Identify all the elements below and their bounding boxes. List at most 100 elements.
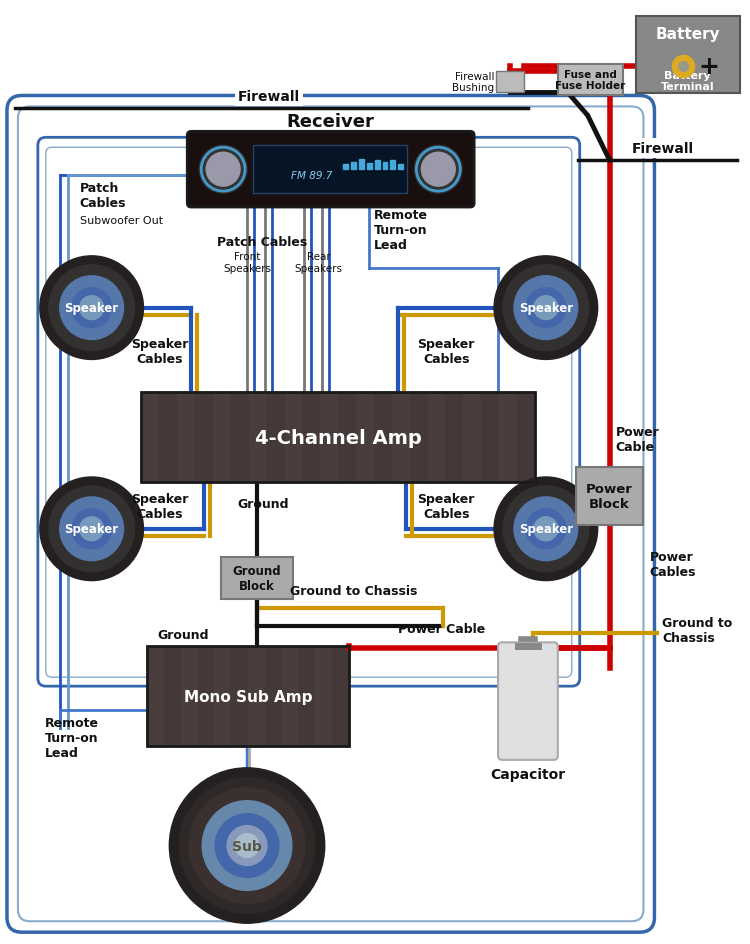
Circle shape <box>40 478 143 581</box>
Circle shape <box>179 778 315 913</box>
Circle shape <box>415 146 462 194</box>
Bar <box>302 393 320 482</box>
Text: Remote
Turn-on
Lead: Remote Turn-on Lead <box>45 716 99 760</box>
Bar <box>320 393 338 482</box>
Text: Speaker
Cables: Speaker Cables <box>418 493 475 520</box>
Bar <box>482 393 499 482</box>
Text: Firewall
Bushing: Firewall Bushing <box>452 72 494 93</box>
Text: Power
Block: Power Block <box>586 482 633 511</box>
Bar <box>410 393 427 482</box>
Text: Rear
Speakers: Rear Speakers <box>295 252 343 274</box>
Circle shape <box>72 510 112 549</box>
Circle shape <box>534 296 558 320</box>
Bar <box>231 647 248 746</box>
Bar <box>374 160 380 170</box>
Circle shape <box>514 277 578 340</box>
Bar <box>398 164 404 170</box>
Circle shape <box>170 768 325 923</box>
Text: Firewall: Firewall <box>632 143 694 156</box>
Bar <box>635 17 740 94</box>
Bar <box>142 393 535 482</box>
Bar <box>315 647 332 746</box>
Circle shape <box>189 788 304 903</box>
Text: Patch Cables: Patch Cables <box>217 236 307 248</box>
Text: Subwoofer Out: Subwoofer Out <box>80 216 163 226</box>
Circle shape <box>80 296 104 320</box>
Circle shape <box>514 497 578 561</box>
Bar <box>382 162 388 170</box>
Bar <box>338 393 356 482</box>
Bar <box>391 161 395 170</box>
Bar <box>298 647 314 746</box>
Bar <box>392 393 410 482</box>
Circle shape <box>503 265 589 351</box>
Bar <box>284 393 302 482</box>
Bar <box>181 647 197 746</box>
Text: +: + <box>699 55 720 78</box>
Bar <box>265 647 281 746</box>
Text: Power Cable: Power Cable <box>398 623 486 635</box>
Circle shape <box>206 153 240 187</box>
Text: Mono Sub Amp: Mono Sub Amp <box>184 689 312 704</box>
Bar <box>351 162 355 170</box>
Bar <box>517 393 535 482</box>
Circle shape <box>40 257 143 360</box>
Circle shape <box>215 814 279 878</box>
Bar <box>253 146 407 194</box>
Bar <box>195 393 212 482</box>
Bar <box>221 557 292 598</box>
Circle shape <box>526 510 566 549</box>
Text: Ground: Ground <box>158 629 209 642</box>
Bar <box>148 647 164 746</box>
Circle shape <box>202 801 292 890</box>
Text: Front
Speakers: Front Speakers <box>223 252 271 274</box>
FancyBboxPatch shape <box>498 643 558 760</box>
Bar <box>356 393 374 482</box>
Circle shape <box>60 277 124 340</box>
Text: FM 89.7: FM 89.7 <box>291 171 332 181</box>
Circle shape <box>534 517 558 541</box>
Bar <box>576 467 644 525</box>
Text: Ground to Chassis: Ground to Chassis <box>290 584 417 597</box>
Circle shape <box>60 497 124 561</box>
Bar <box>148 647 349 746</box>
Bar <box>281 647 298 746</box>
Text: Speaker: Speaker <box>64 302 118 314</box>
Bar <box>267 393 284 482</box>
Text: Remote
Turn-on
Lead: Remote Turn-on Lead <box>374 210 427 252</box>
Circle shape <box>80 517 104 541</box>
Circle shape <box>200 146 247 194</box>
Circle shape <box>49 486 134 572</box>
Bar <box>214 647 231 746</box>
Circle shape <box>235 834 259 857</box>
Text: Capacitor: Capacitor <box>490 767 566 781</box>
Text: Power
Cable: Power Cable <box>616 426 659 454</box>
Bar <box>164 647 181 746</box>
Bar <box>213 393 230 482</box>
FancyBboxPatch shape <box>188 132 474 208</box>
Bar <box>142 393 159 482</box>
Text: Patch
Cables: Patch Cables <box>80 182 126 210</box>
Circle shape <box>494 478 598 581</box>
Text: Ground to
Chassis: Ground to Chassis <box>662 616 733 645</box>
Text: Fuse and
Fuse Holder: Fuse and Fuse Holder <box>555 70 626 92</box>
Text: Speaker: Speaker <box>64 523 118 535</box>
Text: Battery
Terminal: Battery Terminal <box>661 71 715 93</box>
Bar <box>198 647 214 746</box>
Text: Speaker
Cables: Speaker Cables <box>130 493 188 520</box>
Text: Speaker
Cables: Speaker Cables <box>130 338 188 366</box>
Bar <box>332 647 348 746</box>
Circle shape <box>72 289 112 329</box>
Bar <box>159 393 177 482</box>
Circle shape <box>494 257 598 360</box>
Bar <box>427 393 445 482</box>
Bar <box>248 647 264 746</box>
Text: 4-Channel Amp: 4-Channel Amp <box>255 429 422 447</box>
Bar <box>343 165 348 170</box>
Text: Speaker: Speaker <box>519 523 573 535</box>
Bar <box>496 72 524 93</box>
Text: Firewall: Firewall <box>238 91 300 105</box>
Text: Power
Cables: Power Cables <box>650 550 696 578</box>
Text: Receiver: Receiver <box>286 113 375 131</box>
Circle shape <box>422 153 455 187</box>
